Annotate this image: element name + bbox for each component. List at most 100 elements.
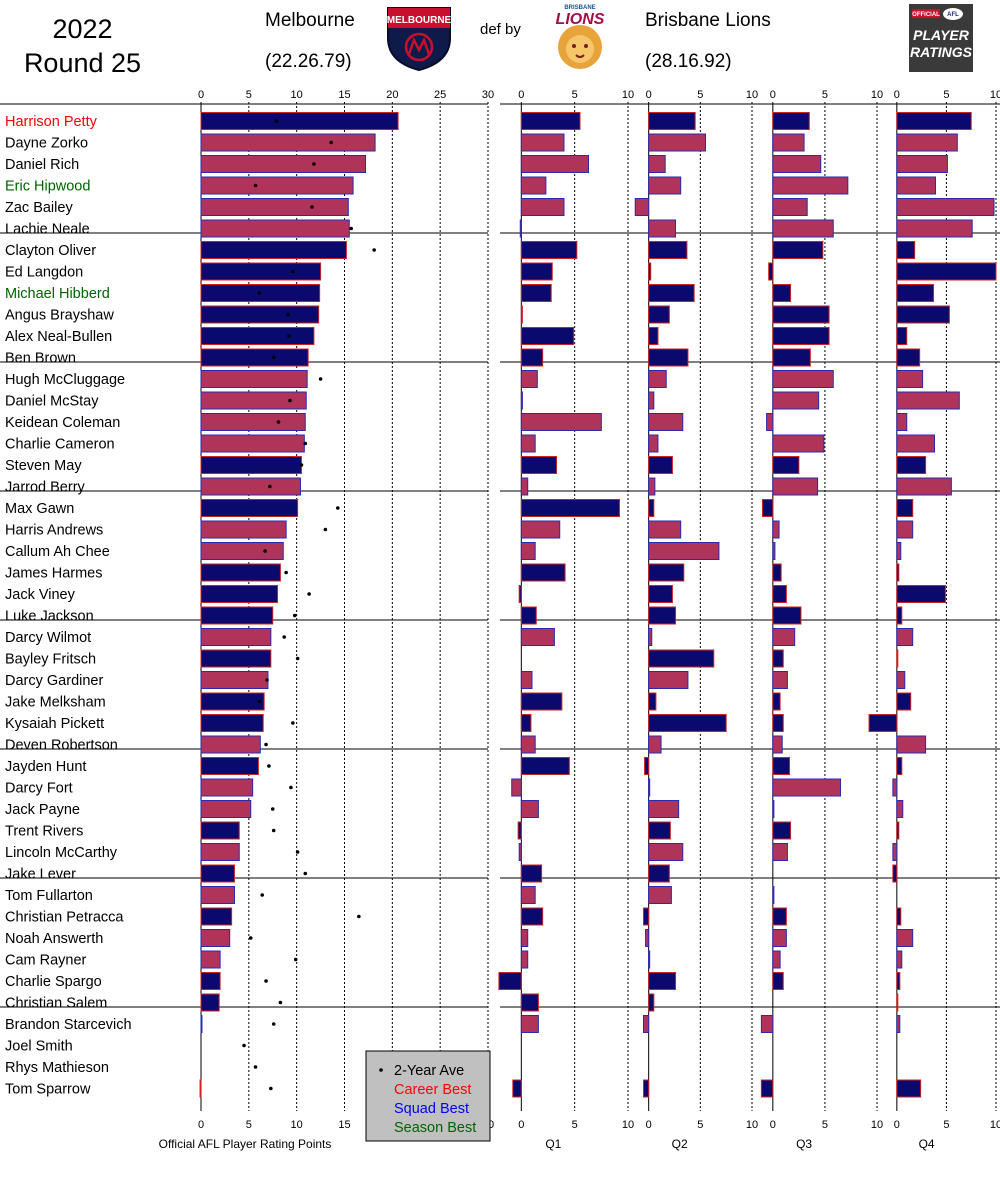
total-rating-bar (200, 671, 269, 689)
quarter-2-bar (648, 778, 651, 797)
two-year-average-dot (323, 527, 328, 532)
quarter-3-bar (772, 284, 792, 302)
quarter-3-bar (772, 520, 780, 539)
quarter-1-bar (520, 886, 536, 904)
quarter-3-bar (772, 907, 787, 926)
total-rating-bar (200, 219, 350, 238)
total-rating-bar (200, 262, 322, 281)
quarter-top-tick-label: 5 (572, 89, 578, 101)
quarter-1-bar (520, 327, 575, 345)
player-name: Cam Rayner (5, 953, 87, 969)
quarter-1-bar (520, 456, 558, 474)
quarter-4-bar (896, 262, 997, 281)
quarter-3-bar (772, 929, 787, 947)
match-result: def by (480, 21, 521, 38)
two-year-average-dot (307, 592, 311, 596)
two-year-average-dot (303, 441, 308, 446)
quarter-3-bar (772, 714, 784, 732)
quarter-1-bar (520, 241, 578, 259)
two-year-average-dot (291, 721, 295, 725)
quarter-3-bar (772, 176, 849, 195)
quarter-3-bar (772, 155, 822, 173)
total-rating-bar (200, 305, 320, 324)
svg-text:AFL: AFL (947, 12, 959, 18)
total-top-tick-label: 5 (246, 89, 252, 101)
player-name: Max Gawn (5, 501, 74, 517)
quarter-3-bar (772, 843, 788, 861)
total-top-tick-label: 30 (482, 89, 494, 101)
total-rating-bar (200, 563, 281, 582)
quarter-3-bar (772, 370, 834, 388)
quarter-4-bar (896, 800, 904, 818)
melbourne-logo: MELBOURNE (384, 4, 454, 77)
round-label: Round 25 (23, 48, 142, 78)
quarter-3-bar (761, 499, 774, 517)
quarter-4-bar (896, 606, 903, 625)
quarter-2-bar (648, 542, 720, 560)
two-year-average-dot (287, 334, 291, 338)
two-year-average-dot (257, 291, 262, 295)
player-name: Ed Langdon (5, 265, 83, 281)
total-rating-bar (200, 391, 307, 410)
player-name: Keidean Coleman (5, 415, 120, 431)
quarter-1-bar (517, 821, 522, 840)
total-rating-bar (200, 198, 349, 216)
two-year-average-dot (257, 699, 262, 704)
quarter-4-bar (896, 155, 948, 173)
two-year-average-dot (282, 635, 287, 639)
quarter-1-bar (520, 391, 523, 410)
total-rating-bar (200, 735, 261, 754)
total-rating-bar (200, 692, 265, 711)
two-year-average-dot (274, 119, 279, 123)
player-name: Darcy Wilmot (5, 630, 91, 646)
quarter-3-bar (772, 327, 830, 345)
quarter-1-bar (520, 692, 563, 711)
quarter-1-bar (520, 907, 544, 926)
two-year-average-dot (264, 742, 268, 747)
quarter-bottom-tick-label: 10 (990, 1119, 1000, 1131)
quarter-2-bar (648, 262, 652, 281)
quarter-2-bar (648, 155, 666, 173)
quarter-4-bar (896, 391, 960, 410)
quarter-2-bar (648, 972, 677, 990)
two-year-average-dot (336, 506, 340, 510)
player-name: James Harmes (5, 566, 103, 582)
two-year-average-dot (318, 377, 323, 381)
quarter-2-bar (648, 950, 651, 969)
two-year-average-dot (264, 979, 268, 983)
quarter-1-bar (520, 757, 570, 775)
total-top-tick-label: 25 (434, 89, 446, 101)
quarter-2-bar (648, 305, 670, 324)
player-name: Brandon Starcevich (5, 1017, 132, 1033)
quarter-2-bar (644, 757, 650, 775)
quarter-1-bar (520, 563, 566, 582)
quarter-3-bar (772, 585, 787, 603)
quarter-1-bar (520, 262, 553, 281)
quarter-axis-title-q2: Q2 (672, 1137, 688, 1151)
quarter-1-bar (520, 950, 529, 969)
two-year-average-dot (288, 398, 292, 403)
quarter-bottom-tick-label: 5 (943, 1119, 949, 1131)
quarter-3-bar (772, 628, 796, 646)
quarter-2-bar (648, 434, 659, 453)
quarter-1-bar (520, 155, 590, 173)
total-rating-bar (199, 1079, 202, 1098)
player-name: Eric Hipwood (5, 179, 90, 195)
quarter-4-bar (896, 284, 935, 302)
brisbane-lions-logo: BRISBANE LIONS (544, 2, 616, 77)
two-year-average-dot (271, 355, 276, 360)
player-name: Steven May (5, 458, 82, 474)
total-rating-bar (200, 456, 302, 474)
quarter-3-bar (772, 434, 825, 453)
two-year-average-dot (357, 914, 361, 919)
quarter-4-bar (868, 714, 898, 732)
two-year-average-dot (299, 463, 304, 467)
quarter-3-bar (772, 133, 805, 152)
quarter-top-tick-label: 10 (990, 89, 1000, 101)
quarter-2-bar (648, 692, 657, 711)
player-name: Noah Answerth (5, 931, 103, 947)
quarter-4-bar (896, 499, 914, 517)
total-rating-bar (200, 155, 367, 173)
total-rating-bar (200, 886, 235, 904)
total-rating-bar (200, 241, 347, 259)
